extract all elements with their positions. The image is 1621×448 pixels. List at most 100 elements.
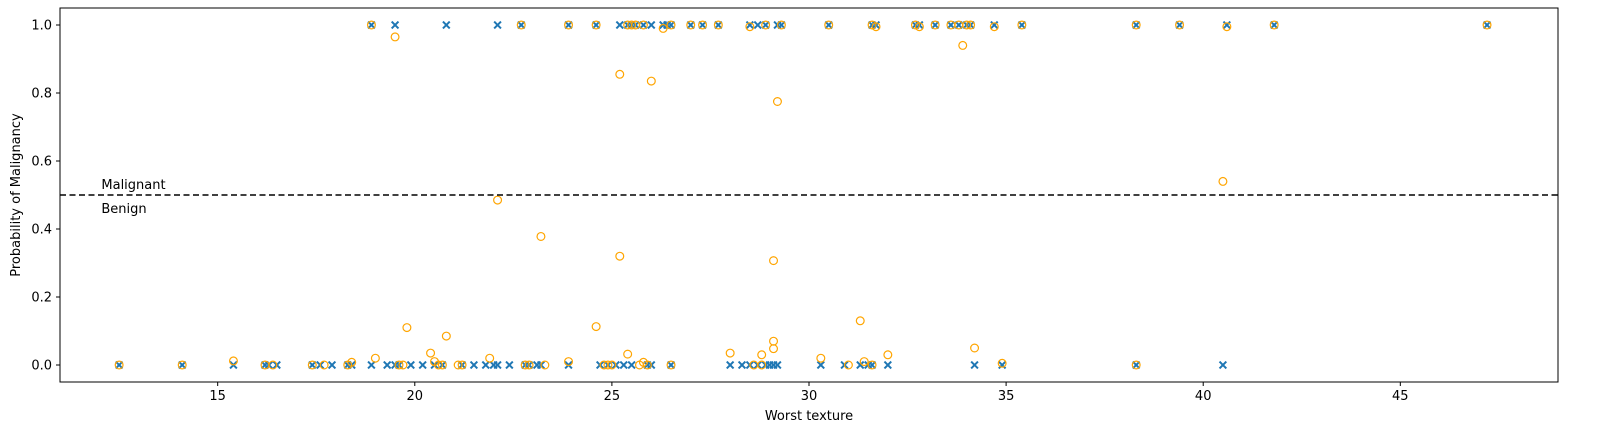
actual-point [1270, 20, 1279, 30]
predicted-point [441, 331, 451, 341]
actual-point [856, 360, 865, 370]
actual-point [1175, 20, 1184, 30]
actual-point [493, 20, 502, 30]
actual-point [753, 20, 762, 30]
predicted-point [114, 360, 124, 370]
actual-point [493, 360, 502, 370]
actual-point [619, 360, 628, 370]
actual-point [505, 360, 514, 370]
actual-point [517, 20, 526, 30]
predicted-point [623, 349, 633, 359]
predicted-point [1269, 20, 1279, 30]
predicted-point [686, 20, 696, 30]
predicted-point [958, 40, 968, 50]
predicted-point [769, 256, 779, 266]
actual-point [990, 20, 999, 30]
predicted-point [627, 20, 637, 30]
predicted-point [666, 360, 676, 370]
predicted-point [772, 96, 782, 106]
predicted-point [638, 20, 648, 30]
y-axis-title: Probability of Malignancy [9, 113, 24, 277]
actual-point [1132, 360, 1141, 370]
actual-point [627, 360, 636, 370]
predicted-point [666, 20, 676, 30]
plot-marks [114, 20, 1492, 370]
predicted-point [603, 360, 613, 370]
actual-point [639, 20, 648, 30]
predicted-point [757, 360, 767, 370]
predicted-point [607, 360, 617, 370]
actual-point [1218, 360, 1228, 370]
predicted-point [997, 358, 1007, 368]
predicted-point [564, 20, 574, 30]
actual-point [726, 360, 735, 370]
actual-point [1482, 20, 1492, 30]
predicted-point [437, 360, 447, 370]
actual-point [308, 360, 317, 370]
predicted-point [824, 20, 834, 30]
predicted-point [319, 360, 329, 370]
predicted-point [855, 316, 865, 326]
x-tick-label: 35 [998, 389, 1015, 404]
actual-point [418, 360, 427, 370]
y-tick-label: 0.8 [31, 87, 52, 102]
y-tick-label: 0.6 [31, 155, 52, 170]
predicted-point [725, 348, 735, 358]
predicted-point [962, 20, 972, 30]
predicted-point [394, 360, 404, 370]
predicted-point [883, 350, 893, 360]
predicted-point [776, 20, 786, 30]
predicted-point [398, 360, 408, 370]
predicted-point [1017, 20, 1027, 30]
actual-point [666, 360, 676, 370]
predicted-point [761, 20, 771, 30]
actual-point [327, 360, 337, 370]
predicted-point [485, 353, 495, 363]
predicted-point [615, 69, 625, 79]
actual-point [931, 20, 940, 30]
predicted-point [516, 20, 526, 30]
predicted-point [564, 357, 574, 367]
actual-point [666, 20, 676, 30]
predicted-point [366, 20, 376, 30]
annotation-benign: Benign [101, 202, 146, 217]
actual-point [367, 20, 376, 30]
actual-point [686, 20, 695, 30]
predicted-point [433, 360, 443, 370]
predicted-point [713, 20, 723, 30]
actual-point [954, 20, 963, 30]
predicted-point [1131, 20, 1141, 30]
predicted-point [914, 22, 924, 32]
predicted-point [370, 353, 380, 363]
actual-point [647, 20, 656, 30]
predicted-point [457, 360, 467, 370]
predicted-point [390, 32, 400, 42]
actual-point [367, 360, 376, 370]
predicted-point [658, 23, 668, 33]
predicted-point [540, 360, 550, 370]
predicted-point [646, 76, 656, 86]
predicted-point [966, 20, 976, 30]
predicted-point [859, 357, 869, 367]
predicted-point [520, 360, 530, 370]
actual-point [737, 360, 747, 370]
x-tick-label: 25 [604, 389, 621, 404]
predicted-point [1218, 176, 1228, 186]
predicted-point [757, 350, 767, 360]
predicted-point [591, 20, 601, 30]
x-axis-ticks: 15 20 25 30 35 40 45 [209, 382, 1409, 404]
actual-point [698, 20, 707, 30]
predicted-point [745, 22, 755, 32]
actual-point [946, 20, 956, 30]
predicted-point [615, 251, 625, 261]
x-tick-label: 20 [407, 389, 424, 404]
x-tick-label: 40 [1195, 389, 1212, 404]
predicted-point [536, 231, 546, 241]
predicted-point [970, 343, 980, 353]
y-tick-label: 1.0 [31, 19, 52, 34]
actual-point [824, 20, 833, 30]
predicted-point [307, 360, 317, 370]
y-tick-label: 0.4 [31, 223, 52, 238]
